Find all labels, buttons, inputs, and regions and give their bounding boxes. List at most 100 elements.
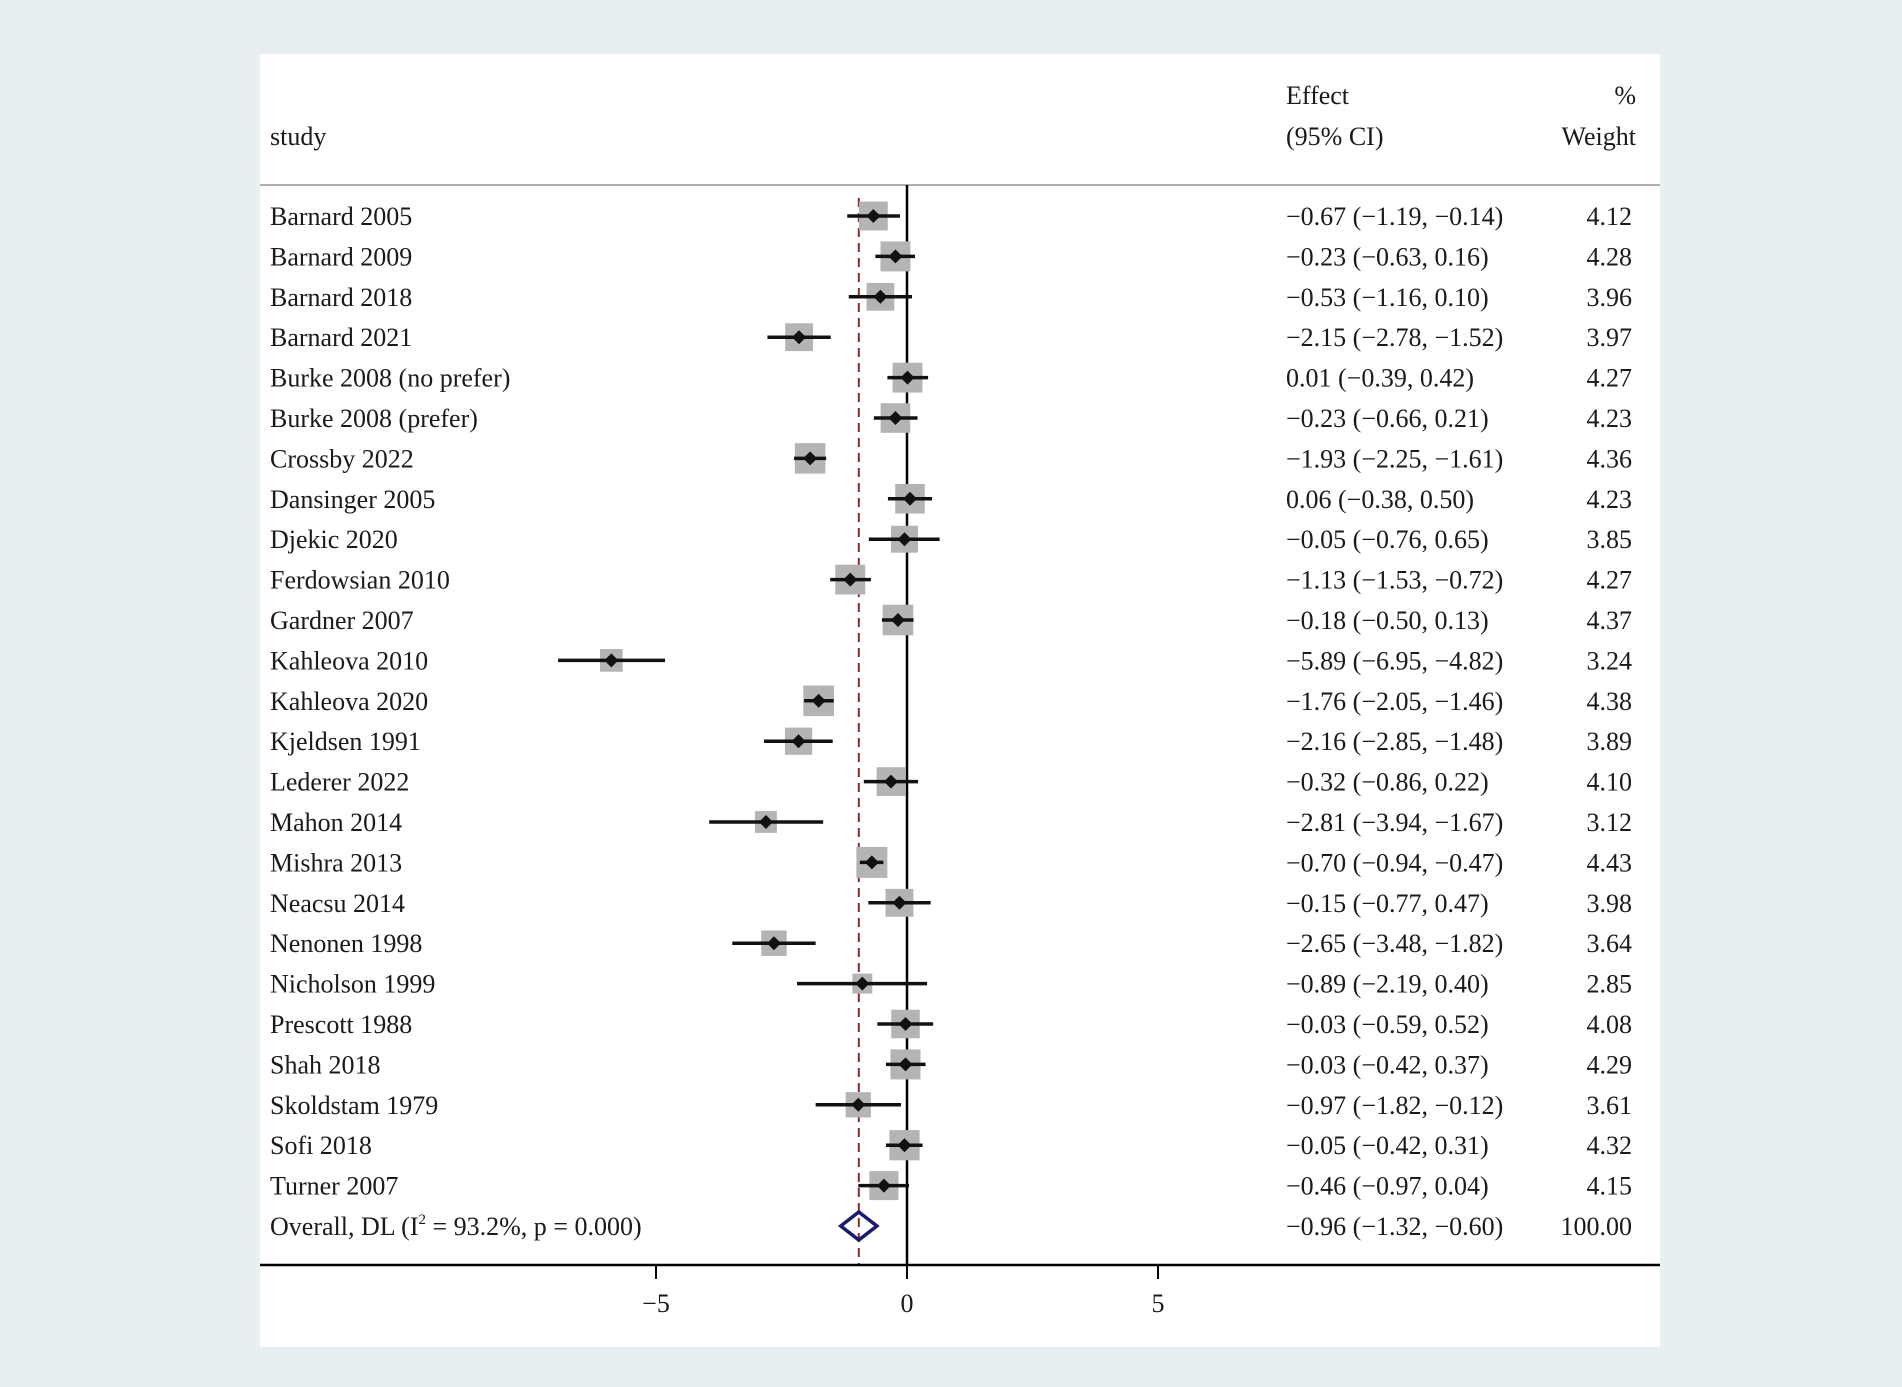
weight-text: 3.85	[1587, 525, 1633, 554]
study-label: Burke 2008 (no prefer)	[270, 364, 510, 393]
study-row: Barnard 2021 −2.15 (−2.78, −1.52) 3.97	[270, 323, 1632, 352]
weight-text: 4.32	[1587, 1131, 1633, 1160]
weight-text: 3.12	[1587, 808, 1633, 837]
ci-text: −0.67 (−1.19, −0.14)	[1286, 202, 1503, 231]
weight-text: 4.23	[1587, 404, 1633, 433]
header-study: study	[270, 122, 326, 151]
study-label: Djekic 2020	[270, 525, 398, 554]
study-label: Prescott 1988	[270, 1010, 412, 1039]
weight-text: 4.37	[1587, 606, 1633, 635]
study-label: Barnard 2021	[270, 323, 412, 352]
weight-text: 4.28	[1587, 242, 1633, 271]
study-row: Nicholson 1999 −0.89 (−2.19, 0.40) 2.85	[270, 970, 1632, 999]
effect-point	[903, 491, 918, 506]
x-axis-ticks: −5 0 5	[642, 1265, 1165, 1318]
study-label: Crossby 2022	[270, 444, 414, 473]
ci-text: −2.65 (−3.48, −1.82)	[1286, 929, 1503, 958]
study-label: Turner 2007	[270, 1172, 398, 1201]
weight-text: 2.85	[1587, 970, 1633, 999]
ci-text: −0.05 (−0.76, 0.65)	[1286, 525, 1489, 554]
study-row: Burke 2008 (no prefer) 0.01 (−0.39, 0.42)…	[270, 362, 1633, 393]
ci-text: −0.18 (−0.50, 0.13)	[1286, 606, 1489, 635]
effect-point	[888, 249, 903, 264]
effect-point	[888, 411, 903, 425]
ci-text: −0.89 (−2.19, 0.40)	[1286, 970, 1489, 999]
effect-point	[873, 289, 888, 304]
ci-text: −0.70 (−0.94, −0.47)	[1286, 848, 1503, 877]
study-row: Djekic 2020 −0.05 (−0.76, 0.65) 3.85	[270, 525, 1632, 554]
effect-point	[897, 532, 912, 547]
study-label: Kjeldsen 1991	[270, 727, 421, 756]
study-row: Mishra 2013 −0.70 (−0.94, −0.47) 4.43	[270, 846, 1633, 878]
effect-point	[898, 1017, 913, 1031]
x-tick-label: 0	[901, 1289, 914, 1318]
study-label: Barnard 2018	[270, 283, 412, 312]
header-weight: Weight	[1562, 122, 1637, 151]
effect-point	[864, 855, 879, 870]
effect-point	[791, 734, 806, 749]
weight-text: 4.38	[1587, 687, 1633, 716]
study-label: Burke 2008 (prefer)	[270, 404, 478, 433]
ci-text: 0.06 (−0.38, 0.50)	[1286, 485, 1474, 514]
study-label: Barnard 2005	[270, 202, 412, 231]
study-label: Lederer 2022	[270, 768, 409, 797]
study-row: Kjeldsen 1991 −2.16 (−2.85, −1.48) 3.89	[270, 727, 1632, 756]
ci-text: −0.32 (−0.86, 0.22)	[1286, 768, 1489, 797]
study-label: Skoldstam 1979	[270, 1091, 438, 1120]
study-row: Shah 2018 −0.03 (−0.42, 0.37) 4.29	[270, 1049, 1633, 1080]
weight-text: 4.27	[1587, 566, 1633, 595]
study-label: Neacsu 2014	[270, 889, 405, 918]
overall-label: Overall, DL (I2 = 93.2%, p = 0.000)	[270, 1212, 642, 1241]
effect-point	[811, 693, 826, 708]
effect-point	[855, 976, 870, 991]
effect-point	[792, 330, 807, 345]
overall-row: Overall, DL (I2 = 93.2%, p = 0.000) −0.9…	[270, 1209, 1632, 1243]
study-row: Gardner 2007 −0.18 (−0.50, 0.13) 4.37	[270, 604, 1633, 636]
header-percent: %	[1614, 81, 1636, 110]
study-label: Gardner 2007	[270, 606, 414, 635]
ci-text: −1.76 (−2.05, −1.46)	[1286, 687, 1503, 716]
weight-text: 4.29	[1587, 1050, 1633, 1079]
weight-text: 4.15	[1587, 1172, 1633, 1201]
study-label: Sofi 2018	[270, 1131, 372, 1160]
study-row: Barnard 2009 −0.23 (−0.63, 0.16) 4.28	[270, 241, 1632, 271]
ci-text: 0.01 (−0.39, 0.42)	[1286, 364, 1474, 393]
header-effect: Effect	[1286, 81, 1350, 110]
effect-point	[803, 451, 818, 466]
effect-point	[892, 895, 907, 910]
study-row: Sofi 2018 −0.05 (−0.42, 0.31) 4.32	[270, 1130, 1633, 1161]
header-ci: (95% CI)	[1286, 122, 1383, 151]
ci-text: −5.89 (−6.95, −4.82)	[1286, 646, 1503, 675]
weight-text: 4.43	[1587, 848, 1633, 877]
study-row: Mahon 2014 −2.81 (−3.94, −1.67) 3.12	[270, 808, 1632, 837]
study-label: Shah 2018	[270, 1050, 381, 1079]
weight-text: 4.27	[1587, 364, 1633, 393]
effect-point	[851, 1097, 866, 1112]
weight-text: 3.64	[1587, 929, 1633, 958]
study-label: Ferdowsian 2010	[270, 566, 450, 595]
ci-text: −1.93 (−2.25, −1.61)	[1286, 444, 1503, 473]
effect-point	[758, 815, 773, 829]
weight-text: 3.24	[1587, 646, 1633, 675]
study-row: Kahleova 2010 −5.89 (−6.95, −4.82) 3.24	[270, 646, 1632, 675]
ci-text: −1.13 (−1.53, −0.72)	[1286, 566, 1503, 595]
study-label: Barnard 2009	[270, 242, 412, 271]
weight-text: 3.96	[1587, 283, 1633, 312]
effect-point	[890, 613, 905, 627]
ci-text: −0.03 (−0.59, 0.52)	[1286, 1010, 1489, 1039]
plot-panel	[260, 54, 1660, 1347]
weight-text: 4.10	[1587, 768, 1633, 797]
study-row: Skoldstam 1979 −0.97 (−1.82, −0.12) 3.61	[270, 1091, 1632, 1120]
weight-text: 4.23	[1587, 485, 1633, 514]
weight-text: 3.61	[1587, 1091, 1633, 1120]
overall-ci-text: −0.96 (−1.32, −0.60)	[1286, 1212, 1503, 1241]
study-row: Nenonen 1998 −2.65 (−3.48, −1.82) 3.64	[270, 929, 1632, 958]
effect-point	[900, 370, 915, 385]
weight-text: 3.98	[1587, 889, 1633, 918]
study-label: Dansinger 2005	[270, 485, 435, 514]
effect-point	[876, 1178, 891, 1193]
effect-point	[898, 1057, 913, 1072]
ci-text: −0.23 (−0.63, 0.16)	[1286, 242, 1489, 271]
x-tick-label: 5	[1152, 1289, 1165, 1318]
ci-text: −2.81 (−3.94, −1.67)	[1286, 808, 1503, 837]
